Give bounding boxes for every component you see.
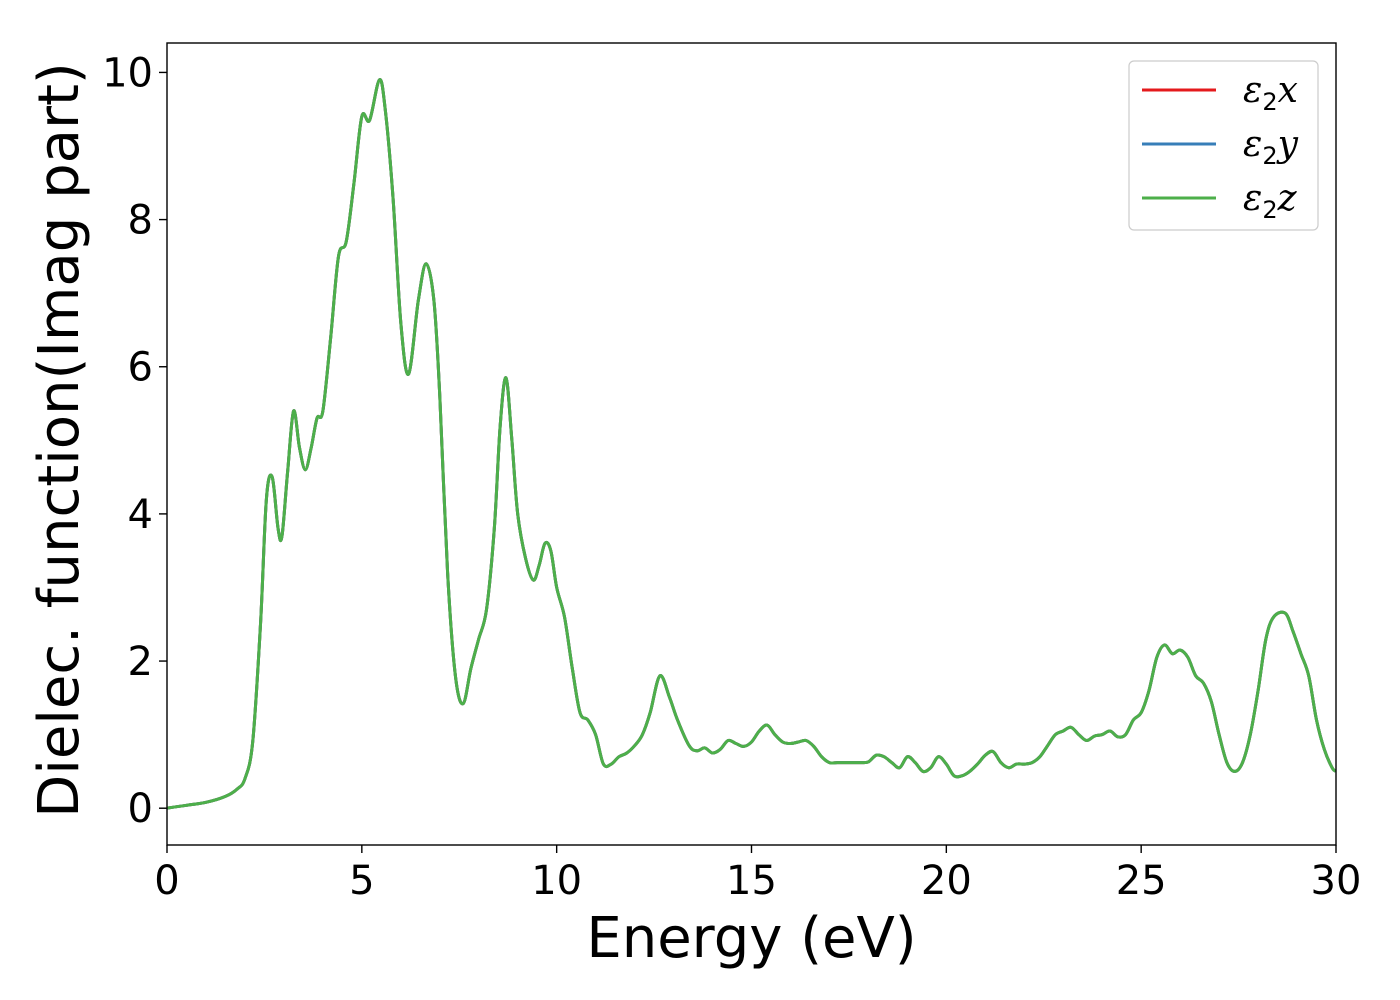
x-tick-label: 10 bbox=[531, 858, 582, 904]
y-tick-label: 10 bbox=[102, 50, 153, 96]
legend-box bbox=[1128, 60, 1319, 231]
y-axis: 0 2 4 6 8 10 bbox=[102, 50, 167, 832]
y-tick-label: 8 bbox=[128, 198, 153, 244]
x-tick-label: 0 bbox=[154, 858, 179, 904]
legend: ε2x ε2y ε2z bbox=[1128, 60, 1319, 231]
x-tick-label: 15 bbox=[726, 858, 777, 904]
legend-label-x: ε2x bbox=[1243, 70, 1298, 116]
series-line-z bbox=[167, 78, 1336, 810]
series-lines bbox=[167, 78, 1336, 810]
y-tick-label: 6 bbox=[128, 345, 153, 391]
x-tick-label: 25 bbox=[1116, 858, 1167, 904]
legend-label-z: ε2z bbox=[1243, 178, 1298, 224]
x-tick-label: 5 bbox=[349, 858, 374, 904]
y-tick-label: 2 bbox=[128, 639, 153, 685]
x-tick-label: 20 bbox=[921, 858, 972, 904]
y-tick-label: 0 bbox=[128, 786, 153, 832]
legend-label-y: ε2y bbox=[1243, 124, 1299, 170]
x-axis-title: Energy (eV) bbox=[586, 906, 916, 971]
y-tick-label: 4 bbox=[128, 492, 153, 538]
y-axis-title: Dielec. function(Imag part) bbox=[27, 62, 92, 818]
x-axis: 0 5 10 15 20 25 30 bbox=[154, 845, 1361, 904]
x-tick-label: 30 bbox=[1311, 858, 1362, 904]
